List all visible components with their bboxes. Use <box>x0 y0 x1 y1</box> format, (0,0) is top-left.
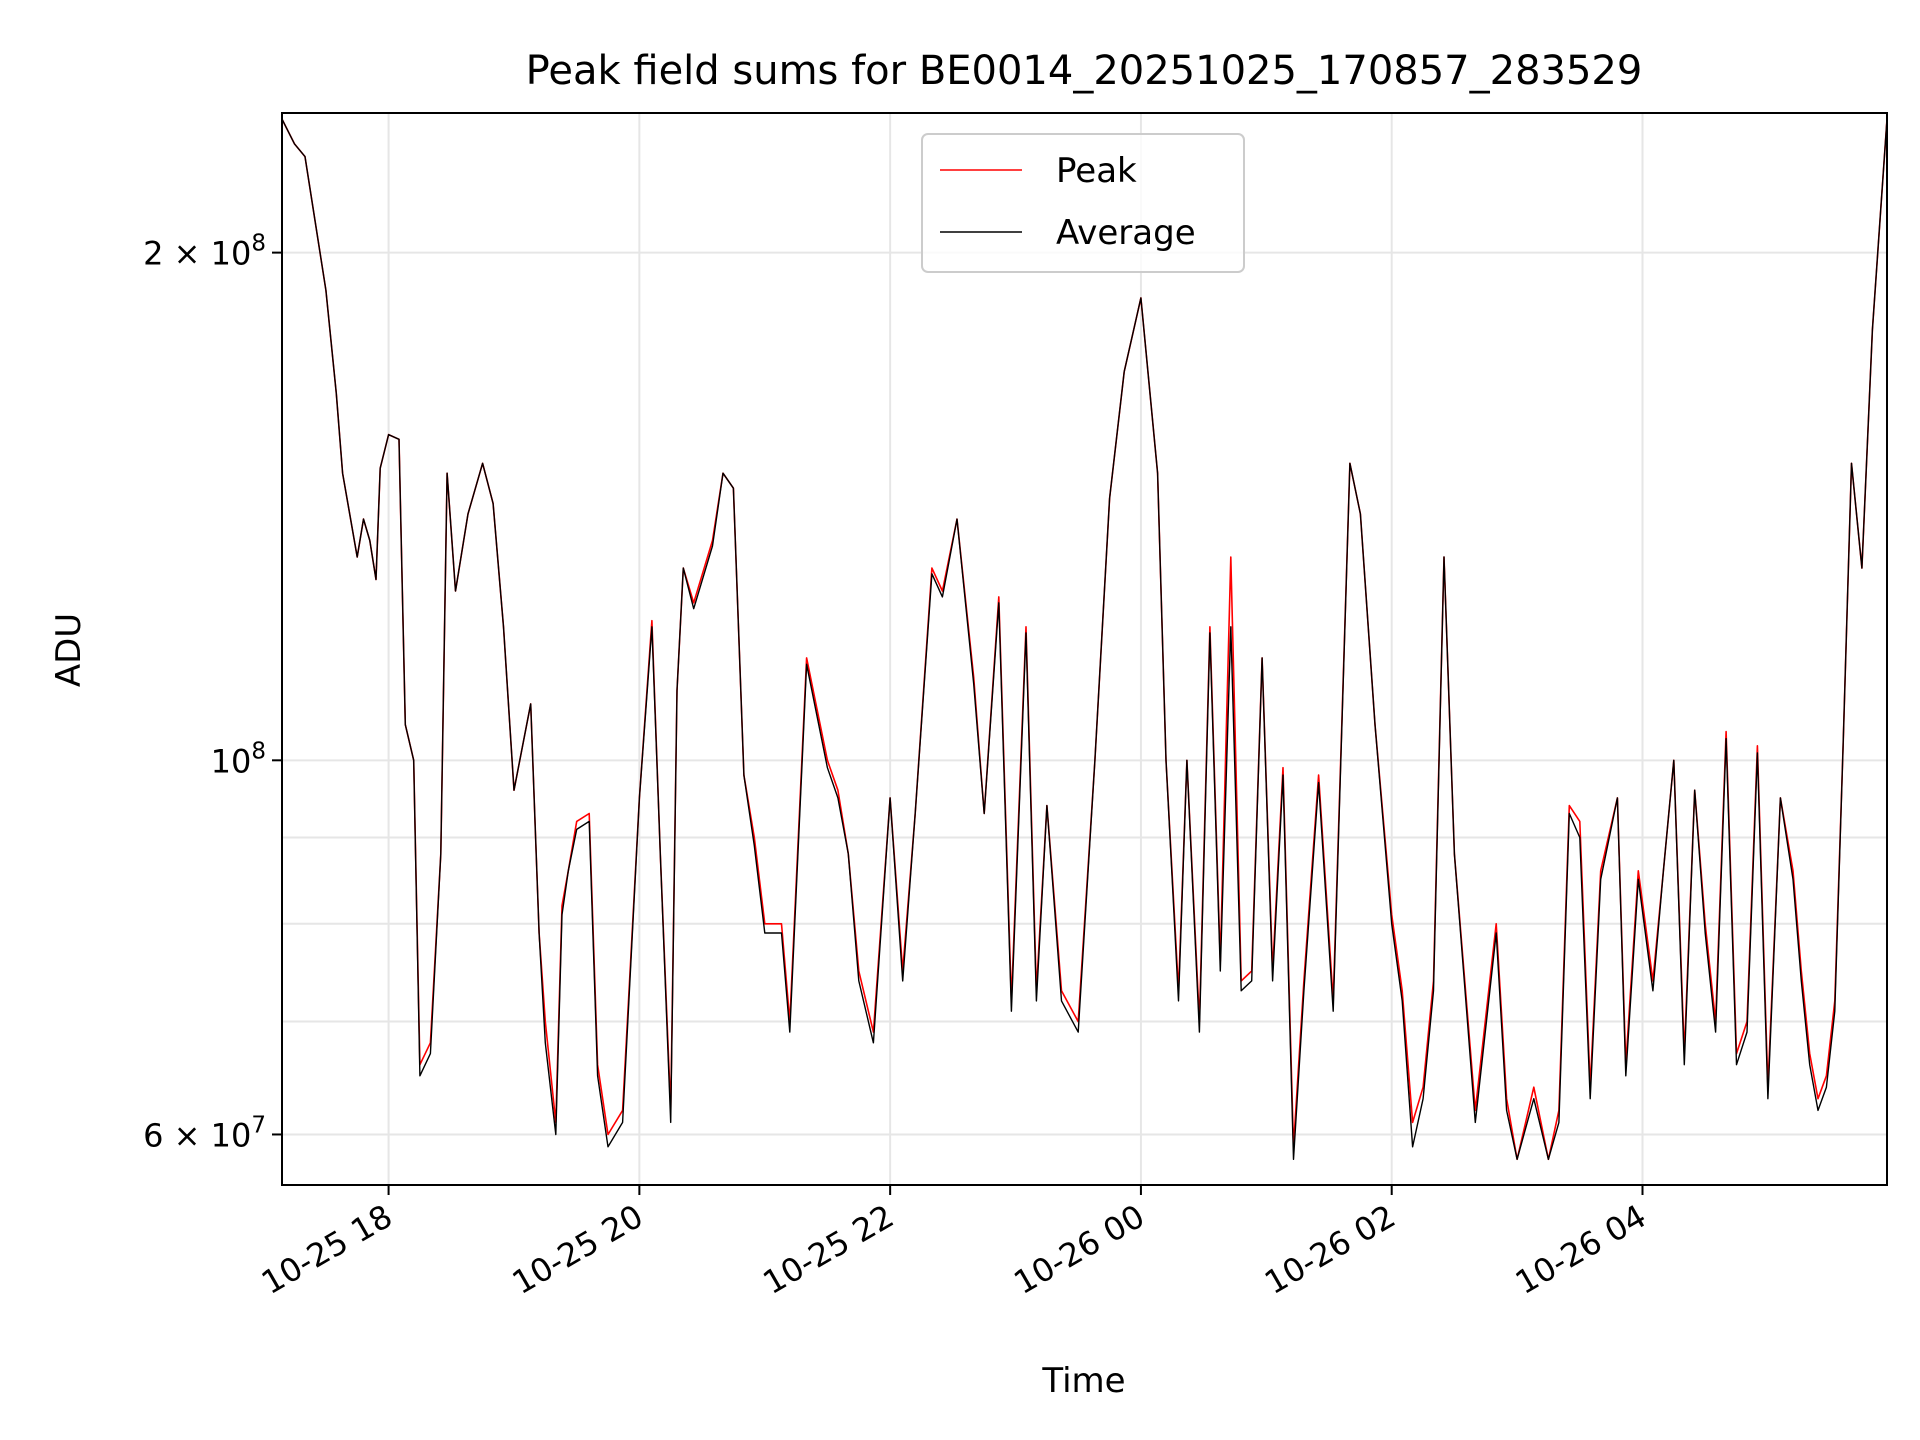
y-tick-label: 6 × 107 <box>143 1112 266 1154</box>
y-axis-label: ADU <box>49 613 89 687</box>
y-axis: 6 × 107 108 2 × 108 <box>143 231 282 1154</box>
y-tick-label: 108 <box>211 738 266 780</box>
chart-title: Peak field sums for BE0014_20251025_1708… <box>526 48 1643 94</box>
plot-frame <box>281 112 1888 1186</box>
y-tick-label: 2 × 108 <box>143 231 266 273</box>
legend: Peak Average <box>921 133 1245 273</box>
series-line-average <box>281 118 1888 1161</box>
x-axis-label: Time <box>1041 1361 1125 1401</box>
series-layer <box>281 118 1888 1161</box>
legend-label-average: Average <box>1056 213 1196 253</box>
legend-box <box>921 133 1245 273</box>
legend-label-peak: Peak <box>1056 151 1137 191</box>
